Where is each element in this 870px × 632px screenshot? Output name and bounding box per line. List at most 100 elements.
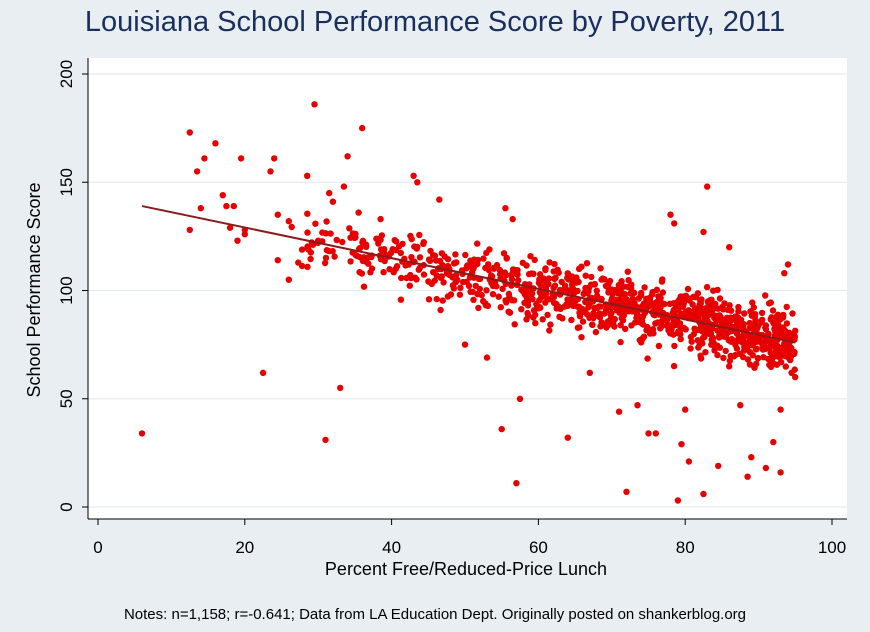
data-point <box>781 270 788 277</box>
data-point <box>347 234 354 241</box>
data-point <box>679 296 686 303</box>
data-point <box>436 196 443 203</box>
data-point <box>468 260 475 268</box>
data-point <box>337 384 344 392</box>
data-point <box>764 338 772 345</box>
data-point <box>583 260 591 267</box>
data-point <box>496 271 504 278</box>
data-point <box>539 316 546 323</box>
data-point <box>259 369 267 376</box>
data-point <box>727 307 735 314</box>
data-point <box>744 356 752 363</box>
data-point <box>381 257 388 265</box>
chart-title: Louisiana School Performance Score by Po… <box>84 6 786 38</box>
data-point <box>700 228 707 236</box>
data-point <box>431 252 439 259</box>
data-point <box>359 124 366 132</box>
data-point <box>684 285 692 293</box>
data-point <box>646 328 654 336</box>
data-point <box>789 310 796 317</box>
data-point <box>761 342 768 350</box>
data-point <box>304 229 311 236</box>
data-point <box>782 363 789 370</box>
data-point <box>570 286 577 293</box>
data-point <box>785 332 792 340</box>
data-point <box>544 311 551 319</box>
data-point <box>237 155 245 162</box>
data-point <box>186 226 193 234</box>
data-point <box>480 255 487 262</box>
data-point <box>410 172 417 179</box>
data-point <box>659 289 667 296</box>
data-point <box>508 276 516 283</box>
x-tick-label-0: 0 <box>93 538 102 557</box>
data-point <box>575 303 583 310</box>
data-point <box>489 291 497 298</box>
data-point <box>516 395 524 402</box>
data-points <box>138 101 799 504</box>
data-point <box>791 334 798 341</box>
data-point <box>708 325 716 332</box>
data-point <box>649 288 656 296</box>
data-point <box>704 298 711 305</box>
data-point <box>556 303 563 311</box>
data-point <box>219 192 226 199</box>
data-point <box>788 349 795 356</box>
data-point <box>438 273 445 280</box>
data-point <box>657 304 664 311</box>
data-point <box>784 261 792 268</box>
data-point <box>298 246 306 253</box>
data-point <box>704 183 711 190</box>
x-axis-title: Percent Free/Reduced-Price Lunch <box>325 559 607 579</box>
data-point <box>602 306 610 313</box>
data-point <box>536 271 544 278</box>
data-point <box>702 349 709 356</box>
data-point <box>619 317 627 324</box>
data-point <box>773 361 781 368</box>
data-point <box>638 339 645 346</box>
data-point <box>438 250 446 257</box>
data-point <box>780 326 787 334</box>
data-point <box>736 350 743 357</box>
data-point <box>344 153 351 160</box>
data-point <box>711 347 718 354</box>
data-point <box>367 269 374 276</box>
data-point <box>779 314 787 321</box>
data-point <box>697 355 705 362</box>
data-point <box>617 322 624 329</box>
data-point <box>329 248 336 255</box>
data-point <box>576 313 584 320</box>
data-point <box>758 309 766 317</box>
data-point <box>767 299 774 306</box>
data-point <box>627 285 635 292</box>
data-point <box>701 316 708 323</box>
data-point <box>715 462 722 470</box>
data-point <box>694 337 701 344</box>
data-point <box>420 271 428 278</box>
data-point <box>453 277 461 284</box>
data-point <box>470 296 477 303</box>
data-point <box>545 280 552 288</box>
y-tick-label-0: 0 <box>57 502 76 511</box>
data-point <box>356 269 363 276</box>
data-point <box>635 295 642 302</box>
data-point <box>267 168 274 175</box>
data-point <box>599 319 606 327</box>
data-point <box>770 438 777 446</box>
data-point <box>541 277 548 284</box>
data-point <box>288 223 295 231</box>
data-point <box>416 231 423 239</box>
data-point <box>773 347 780 355</box>
data-point <box>699 328 706 335</box>
data-point <box>546 259 553 266</box>
data-point <box>615 281 622 289</box>
x-tick-label-100: 100 <box>818 538 846 557</box>
data-point <box>728 335 735 343</box>
data-point <box>709 334 716 341</box>
data-point <box>433 295 440 303</box>
data-point <box>465 282 473 290</box>
data-point <box>752 346 760 353</box>
data-point <box>363 243 370 250</box>
data-point <box>397 249 404 257</box>
data-point <box>760 354 767 361</box>
